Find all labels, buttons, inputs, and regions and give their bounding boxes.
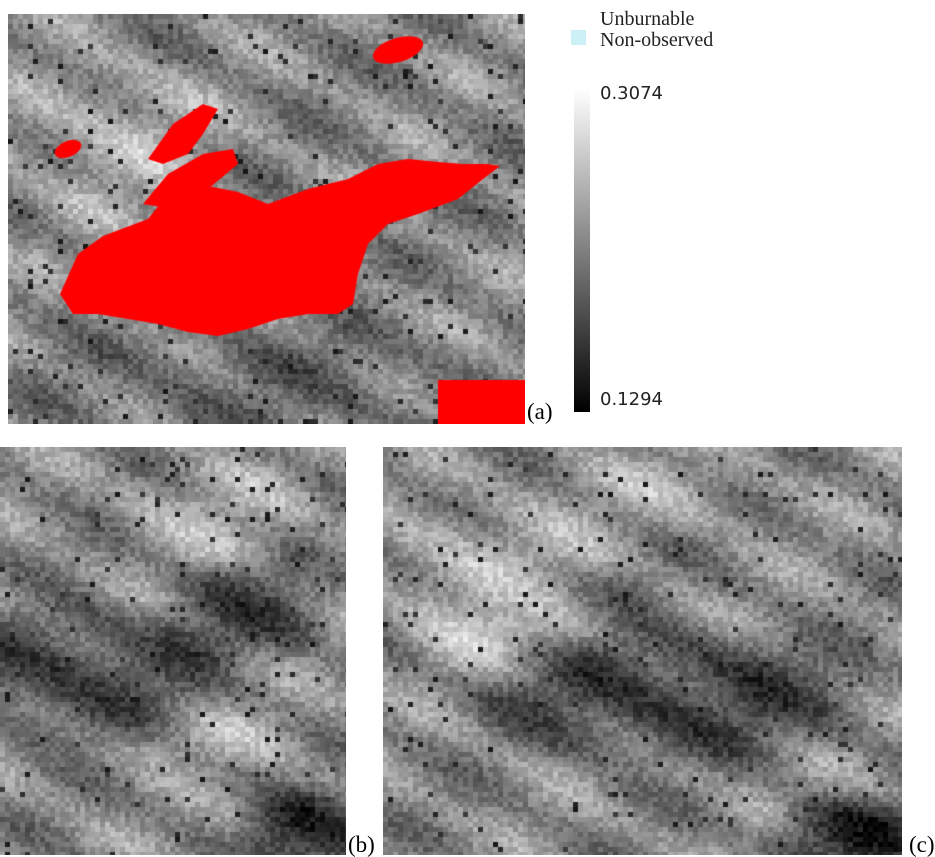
unburnable-swatch [571, 30, 586, 45]
panel-c-map [383, 447, 902, 855]
panel-b-map [0, 447, 346, 855]
grayscale-raster-b [0, 447, 346, 855]
panel-b-label: (b) [348, 832, 375, 857]
grayscale-raster-a [8, 14, 525, 424]
legend-non-observed-label: Non-observed [600, 29, 714, 51]
panel-a-map [8, 14, 525, 424]
colorbar-max-label: 0.3074 [600, 83, 663, 104]
panel-a-label: (a) [527, 399, 553, 424]
grayscale-raster-c [383, 447, 902, 855]
panel-c-label: (c) [909, 832, 935, 857]
colorbar-min-label: 0.1294 [600, 389, 663, 410]
colorbar-gradient [574, 89, 590, 412]
legend-unburnable-label: Unburnable [600, 8, 695, 30]
